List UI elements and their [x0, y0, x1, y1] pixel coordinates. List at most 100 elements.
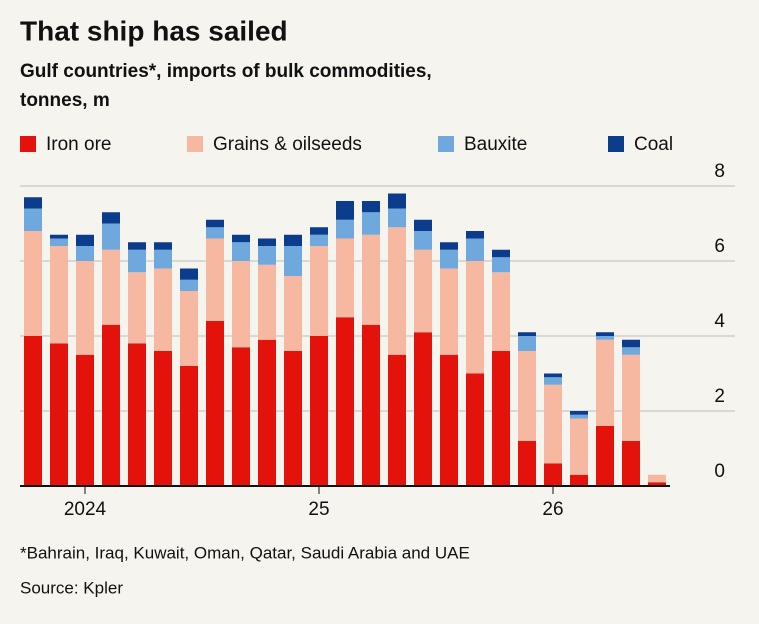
legend-swatch — [608, 136, 624, 152]
bar-segment — [336, 219, 354, 239]
bar-segment — [440, 249, 458, 269]
bar-segment — [492, 272, 510, 351]
bar-segment — [154, 249, 172, 269]
chart-subtitle: Gulf countries*, imports of bulk commodi… — [20, 61, 432, 82]
bar-segment — [258, 339, 276, 486]
bar-segment — [154, 242, 172, 250]
bar-segment — [102, 249, 120, 325]
bar-segment — [128, 242, 146, 250]
bar-segment — [310, 336, 328, 486]
bar-segment — [492, 257, 510, 273]
bar-segment — [362, 212, 380, 235]
bar-segment — [544, 463, 562, 486]
bar-segment — [466, 373, 484, 486]
legend-swatch — [20, 136, 36, 152]
bar-segment — [180, 291, 198, 366]
bar-segment — [232, 261, 250, 348]
legend-swatch — [438, 136, 454, 152]
bar-segment — [232, 242, 250, 261]
bar-segment — [596, 339, 614, 426]
bar-segment — [50, 343, 68, 486]
bar-segment — [570, 411, 588, 415]
bar-segment — [414, 332, 432, 486]
bar-segment — [310, 246, 328, 336]
x-tick-label: 26 — [542, 499, 563, 520]
bar-segment — [414, 249, 432, 333]
bar-segment — [466, 231, 484, 239]
chart-title: That ship has sailed — [20, 15, 288, 46]
bar-segment — [24, 197, 42, 209]
bar-segment — [622, 339, 640, 348]
bar-segment — [388, 354, 406, 486]
bar-segment — [128, 272, 146, 344]
bar-segment — [76, 234, 94, 246]
bar-segment — [180, 366, 198, 486]
bar-segment — [570, 474, 588, 486]
bar-segment — [50, 246, 68, 344]
bar-segment — [102, 212, 120, 224]
bar-segment — [284, 234, 302, 246]
legend-label: Grains & oilseeds — [213, 134, 362, 155]
bar-segment — [206, 219, 224, 228]
bar-segment — [518, 351, 536, 441]
bar-segment — [388, 208, 406, 228]
chart-subtitle: tonnes, m — [20, 90, 110, 111]
bar-segment — [440, 242, 458, 250]
bar-segment — [258, 246, 276, 265]
bar-segment — [492, 351, 510, 486]
legend-label: Coal — [634, 134, 673, 155]
y-tick-label: 8 — [714, 161, 725, 182]
bar-segment — [648, 474, 666, 483]
bar-segment — [206, 321, 224, 486]
bar-segment — [258, 238, 276, 246]
bar-segment — [518, 441, 536, 486]
bar-segment — [180, 279, 198, 291]
bar-segment — [24, 231, 42, 336]
bar-segment — [154, 351, 172, 486]
bar-segment — [596, 336, 614, 340]
bar-segment — [596, 426, 614, 486]
bar-segment — [622, 441, 640, 486]
bar-segment — [570, 414, 588, 419]
bar-segment — [492, 249, 510, 258]
bar-segment — [362, 201, 380, 213]
bar-segment — [570, 418, 588, 475]
bar-segment — [466, 238, 484, 261]
bar-segment — [336, 238, 354, 318]
bar-segment — [648, 482, 666, 486]
bar-segment — [388, 227, 406, 355]
bar-segment — [466, 261, 484, 374]
bar-segment — [128, 249, 146, 273]
bar-segment — [284, 276, 302, 351]
bar-segment — [414, 219, 432, 231]
bar-segment — [76, 354, 94, 486]
bar-segment — [102, 223, 120, 250]
bar-segment — [622, 347, 640, 355]
bar-segment — [440, 354, 458, 486]
legend-label: Bauxite — [464, 134, 527, 155]
x-tick-label: 2024 — [64, 499, 107, 520]
bar-segment — [544, 384, 562, 464]
bar-segment — [336, 201, 354, 220]
bar-segment — [414, 231, 432, 250]
bar-segment — [232, 234, 250, 243]
footnote: *Bahrain, Iraq, Kuwait, Oman, Qatar, Sau… — [20, 543, 470, 562]
legend-label: Iron ore — [46, 134, 111, 155]
bar-segment — [206, 227, 224, 239]
bar-segment — [258, 264, 276, 340]
bar-segment — [518, 332, 536, 336]
bar-segment — [518, 336, 536, 351]
bar-segment — [24, 208, 42, 231]
y-tick-label: 0 — [714, 461, 725, 482]
bar-segment — [50, 238, 68, 246]
bar-segment — [622, 354, 640, 441]
bar-segment — [440, 268, 458, 355]
x-tick-label: 25 — [308, 499, 329, 520]
bar-segment — [154, 268, 172, 351]
bar-segment — [362, 324, 380, 486]
bar-segment — [388, 193, 406, 209]
bar-segment — [310, 234, 328, 246]
y-tick-label: 2 — [714, 386, 725, 407]
bar-segment — [232, 347, 250, 486]
